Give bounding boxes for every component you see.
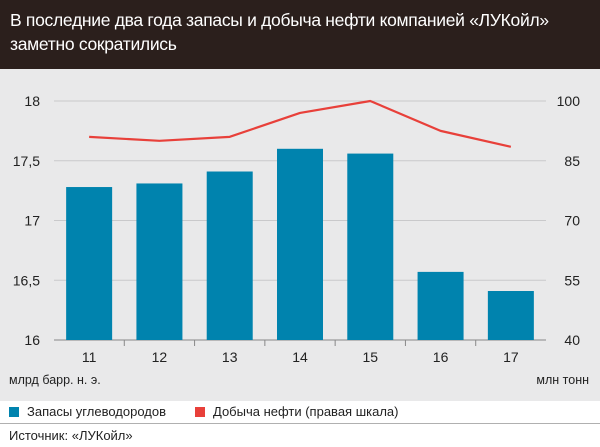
bar <box>277 148 323 340</box>
bar <box>66 187 113 340</box>
x-tick-label: 14 <box>292 349 308 365</box>
left-tick-label: 16 <box>24 332 40 348</box>
bar <box>417 271 464 340</box>
divider <box>0 423 600 424</box>
left-tick-label: 17 <box>24 213 40 229</box>
left-tick-label: 17,5 <box>13 153 40 169</box>
legend-label-reserves: Запасы углеводородов <box>27 404 166 419</box>
x-tick-label: 11 <box>82 349 97 365</box>
bar <box>487 291 534 340</box>
x-tick-label: 17 <box>503 349 519 365</box>
source-note: Источник: «ЛУКойл» <box>9 428 133 443</box>
legend-item-production: Добыча нефти (правая шкала) <box>195 404 398 419</box>
bar <box>136 183 183 340</box>
legend-label-production: Добыча нефти (правая шкала) <box>213 404 399 419</box>
legend-swatch-line <box>195 406 205 417</box>
combo-chart: 16 16,5 17 17,5 18 40 55 70 85 100 11 12 13 14 15 16 17 <box>13 93 581 365</box>
chart-header: В последние два года запасы и добыча неф… <box>0 0 600 69</box>
x-tick-label: 13 <box>222 349 238 365</box>
right-tick-label: 55 <box>564 272 580 288</box>
right-tick-label: 70 <box>564 213 580 229</box>
x-tick-label: 12 <box>152 349 168 365</box>
x-tick-label: 15 <box>362 349 378 365</box>
bar <box>347 153 394 340</box>
left-tick-label: 18 <box>24 93 40 109</box>
left-axis-unit: млрд барр. н. э. <box>9 373 101 387</box>
right-axis-unit: млн тонн <box>536 373 589 387</box>
legend-item-reserves: Запасы углеводородов <box>9 404 166 419</box>
x-tick-label: 16 <box>433 349 449 365</box>
left-tick-label: 16,5 <box>13 272 40 288</box>
right-tick-label: 85 <box>564 153 580 169</box>
bar <box>206 171 253 340</box>
right-tick-label: 40 <box>564 332 580 348</box>
legend-swatch-bars <box>9 406 19 417</box>
right-tick-label: 100 <box>557 93 581 109</box>
legend: Запасы углеводородов Добыча нефти (права… <box>0 401 600 423</box>
chart-title: В последние два года запасы и добыча неф… <box>10 10 549 54</box>
production-line <box>89 99 512 148</box>
